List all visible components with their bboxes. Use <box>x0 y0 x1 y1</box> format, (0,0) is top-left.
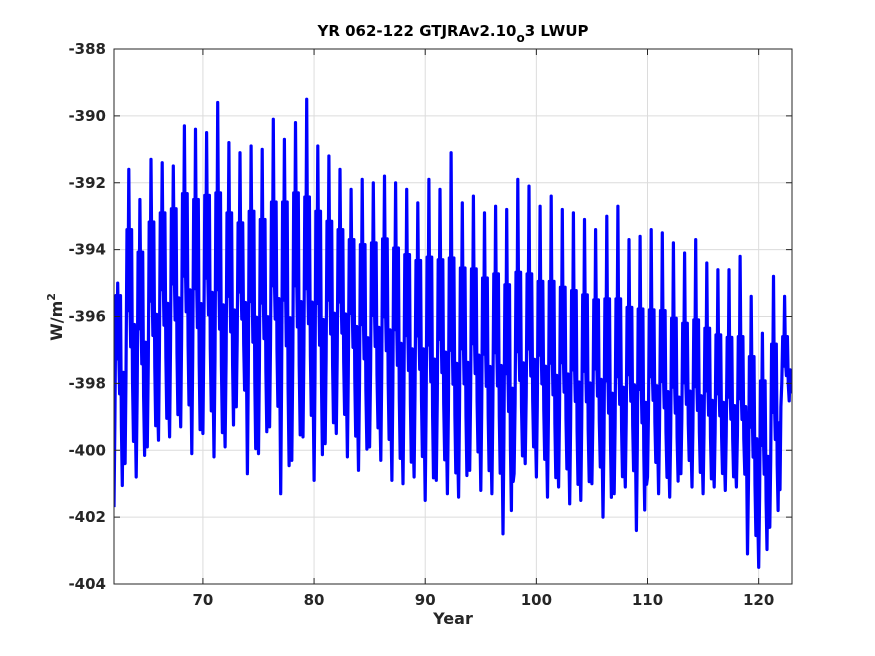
x-tick-label: 100 <box>521 591 552 609</box>
y-tick-label: -398 <box>68 374 106 392</box>
tick-marks <box>114 48 792 585</box>
y-tick-label: -388 <box>68 40 106 58</box>
x-tick-label: 110 <box>632 591 663 609</box>
y-axis-label: W/m2 <box>45 293 66 341</box>
y-tick-labels: -404 -402 -400 -398 -396 -394 -392 -390 -388 <box>68 40 106 593</box>
series-layer <box>114 97 792 569</box>
y-tick-label: -390 <box>68 107 106 125</box>
x-axis-label: Year <box>432 609 473 628</box>
y-tick-label: -396 <box>68 308 106 326</box>
x-tick-labels: 70 80 90 100 110 120 <box>192 591 774 609</box>
chart-title: YR 062-122 GTJRAv2.10o3 LWUP <box>316 22 588 45</box>
x-tick-label: 90 <box>415 591 436 609</box>
y-tick-label: -400 <box>68 441 106 459</box>
x-tick-label: 120 <box>743 591 774 609</box>
x-tick-label: 70 <box>192 591 213 609</box>
y-tick-label: -402 <box>68 508 106 526</box>
y-tick-label: -394 <box>68 241 106 259</box>
lwup-series-line <box>114 97 792 569</box>
x-tick-label: 80 <box>304 591 325 609</box>
y-tick-label: -404 <box>68 575 106 593</box>
y-tick-label: -392 <box>68 174 106 192</box>
